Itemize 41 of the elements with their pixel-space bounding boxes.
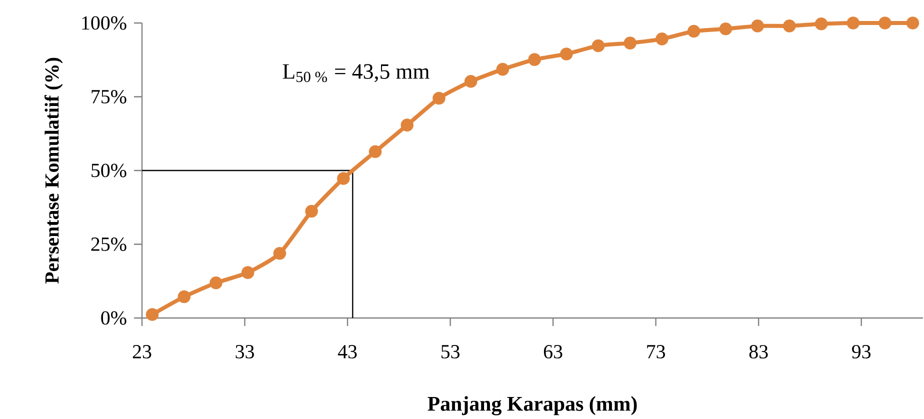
point: [146, 308, 159, 321]
point: [656, 32, 668, 46]
point: [178, 290, 191, 304]
point: [560, 48, 573, 60]
point: [814, 17, 828, 30]
x-tick-label: 63: [544, 345, 562, 358]
point: [210, 276, 222, 290]
point: [273, 246, 286, 260]
point: [783, 20, 796, 32]
point: [400, 118, 414, 132]
point: [751, 20, 764, 32]
x-tick-label: 93: [852, 345, 871, 358]
point: [906, 16, 920, 30]
point: [624, 36, 637, 50]
point: [846, 16, 860, 30]
x-tick-label: 83: [749, 345, 768, 358]
y-tick-label: 0%: [101, 311, 126, 325]
point: [432, 92, 446, 105]
x-tick-label: 53: [441, 345, 460, 358]
x-tick-label: 43: [338, 345, 357, 358]
y-tick-label: 25%: [91, 237, 126, 251]
x-tick-label: 33: [236, 345, 254, 358]
y-tick-label: 100%: [82, 16, 126, 30]
point: [528, 53, 541, 66]
point: [719, 22, 732, 36]
point: [464, 75, 478, 88]
y-tick-label: 50%: [92, 164, 126, 178]
point: [687, 24, 700, 38]
point: [241, 266, 254, 279]
x-axis-title: Panjang Karapas (mm): [428, 396, 637, 416]
point: [592, 39, 605, 52]
annotation: L$_{50 %}$ = 43,5 mm: [282, 64, 430, 82]
x-tick-label: 73: [647, 345, 665, 358]
y-tick-label: 75%: [92, 90, 126, 104]
point: [305, 204, 318, 218]
point: [878, 16, 892, 30]
x-tick-label: 23: [132, 345, 152, 358]
y-axis-title: Persentase Komulatiif (%): [44, 58, 63, 284]
point: [337, 172, 350, 185]
point: [496, 62, 510, 76]
point: [368, 145, 382, 158]
